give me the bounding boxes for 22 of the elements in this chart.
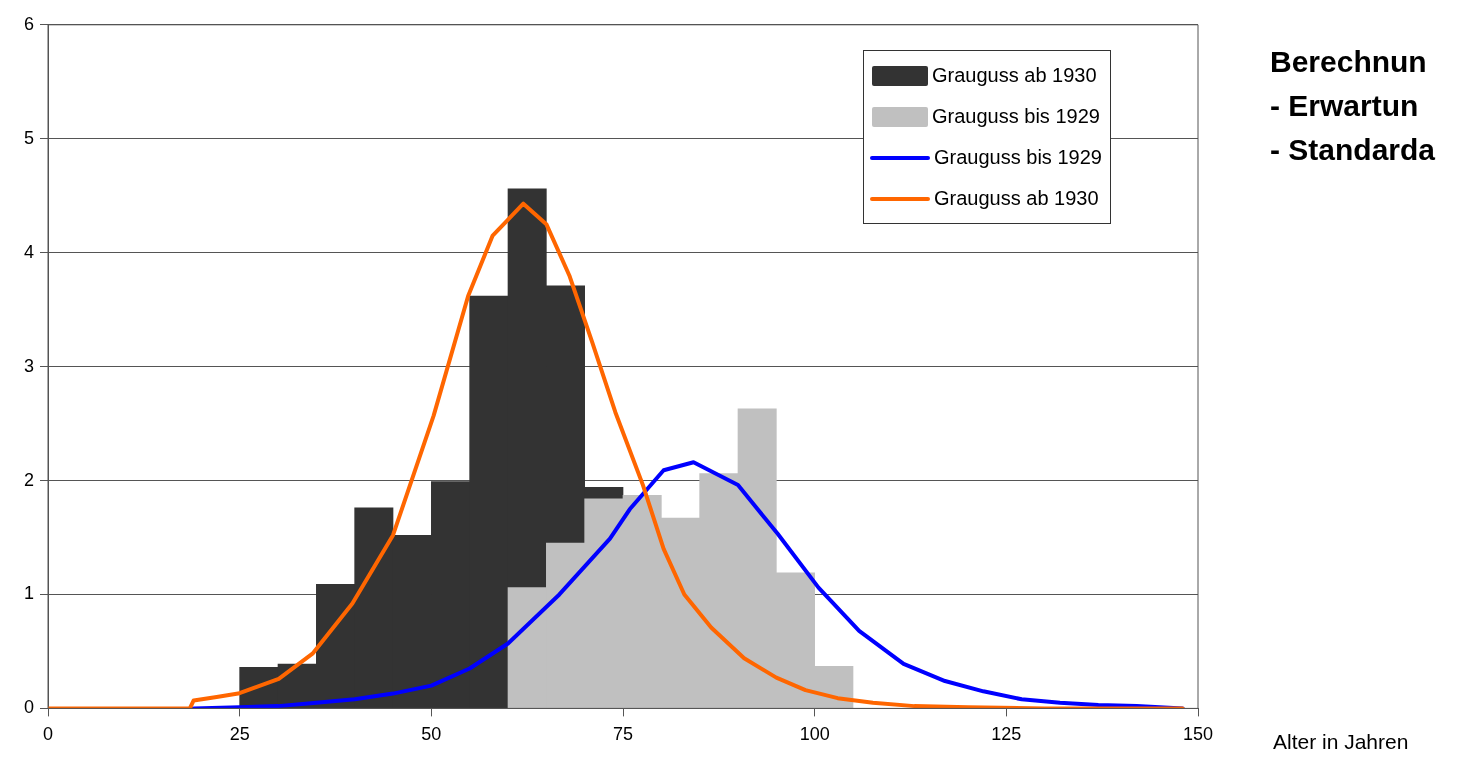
y-tick-label: 6 — [24, 13, 35, 34]
y-tick-label: 4 — [24, 241, 35, 262]
text: Berechnun — [1270, 44, 1428, 80]
y-tick-label: 1 — [24, 583, 35, 604]
legend-label: Grauguss bis 1929 — [934, 146, 1102, 169]
legend-label: Grauguss bis 1929 — [932, 105, 1100, 128]
x-tick-label: 25 — [229, 724, 250, 745]
x-tick-label: 50 — [421, 724, 442, 745]
x-tick-label: 0 — [43, 724, 54, 745]
y-tick-label: 2 — [24, 469, 35, 490]
legend-label: Grauguss ab 1930 — [932, 64, 1097, 87]
x-tick-label: 75 — [612, 724, 634, 745]
y-tick-label: 5 — [24, 127, 35, 148]
x-tick-label: 100 — [799, 724, 830, 745]
x-tick-label: 150 — [1182, 724, 1214, 745]
x-tick-label: 125 — [991, 724, 1022, 745]
y-tick-label: 0 — [24, 697, 35, 718]
y-tick-label: 3 — [24, 355, 35, 376]
text: - Standarda — [1270, 132, 1436, 168]
text: - Erwartun — [1270, 88, 1420, 124]
x-axis-title: Alter in Jahren — [1273, 730, 1409, 752]
legend-label: Grauguss ab 1930 — [934, 187, 1099, 210]
